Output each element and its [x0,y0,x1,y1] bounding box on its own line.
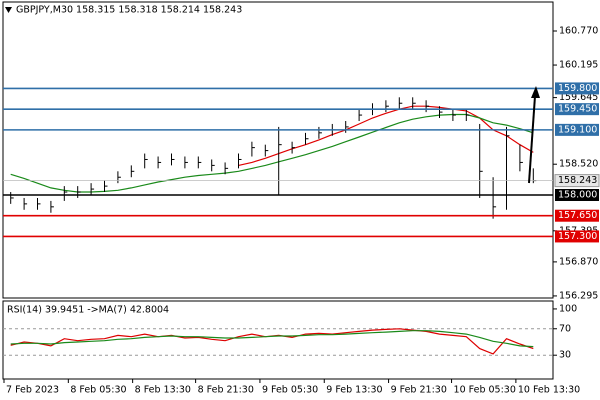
current-price-label: 158.243 [558,175,597,186]
y-tick-label: 156.870 [559,256,598,267]
indicator-line [238,105,534,166]
y-tick-label: 158.520 [559,159,598,170]
rsi-title: RSI(14) 39.9451 ->MA(7) 42.8004 [7,305,169,316]
level-label-box [555,209,599,222]
x-tick-label: 9 Feb 13:30 [326,385,382,396]
current-price-box [554,174,600,188]
arrow-head [531,86,540,98]
level-label-box [555,123,599,136]
rsi-panel [2,300,554,380]
arrow [528,95,536,184]
y-tick-label: 156.295 [559,290,598,301]
level-label: 159.100 [558,124,597,135]
y-tick-label: 100 [559,303,577,314]
y-tick-label: 30 [559,350,571,361]
y-tick-label: 160.770 [559,26,598,37]
x-tick-label: 10 Feb 13:30 [518,385,580,396]
plot: 160.770160.195159.645158.520157.395156.8… [3,26,600,396]
level-label-box [555,230,599,243]
x-tick-label: 7 Feb 2023 [6,385,59,396]
menu-triangle [5,7,12,13]
x-tick-label: 8 Feb 05:30 [70,385,126,396]
indicator-line [10,113,534,193]
y-tick-label: 159.645 [559,92,598,103]
y-tick-label: 160.195 [559,60,598,71]
x-tick-label: 10 Feb 05:30 [454,385,516,396]
y-tick-label: 70 [559,323,571,334]
x-tick-label: 8 Feb 13:30 [135,385,191,396]
x-tick-label: 9 Feb 21:30 [391,385,447,396]
level-label: 158.000 [558,189,597,200]
indicator-line [10,330,534,348]
main-panel [2,1,554,299]
chart-title: GBPJPY,M30 158.315 158.318 158.214 158.2… [16,5,242,16]
level-label-box [555,103,599,116]
level-label-box [555,188,599,201]
level-label: 157.300 [558,231,597,242]
level-label: 159.450 [558,104,597,115]
level-label-box [555,82,599,95]
level-label: 157.650 [558,210,597,221]
x-tick-label: 8 Feb 21:30 [198,385,254,396]
level-label: 159.800 [558,83,597,94]
x-tick-label: 9 Feb 05:30 [262,385,318,396]
